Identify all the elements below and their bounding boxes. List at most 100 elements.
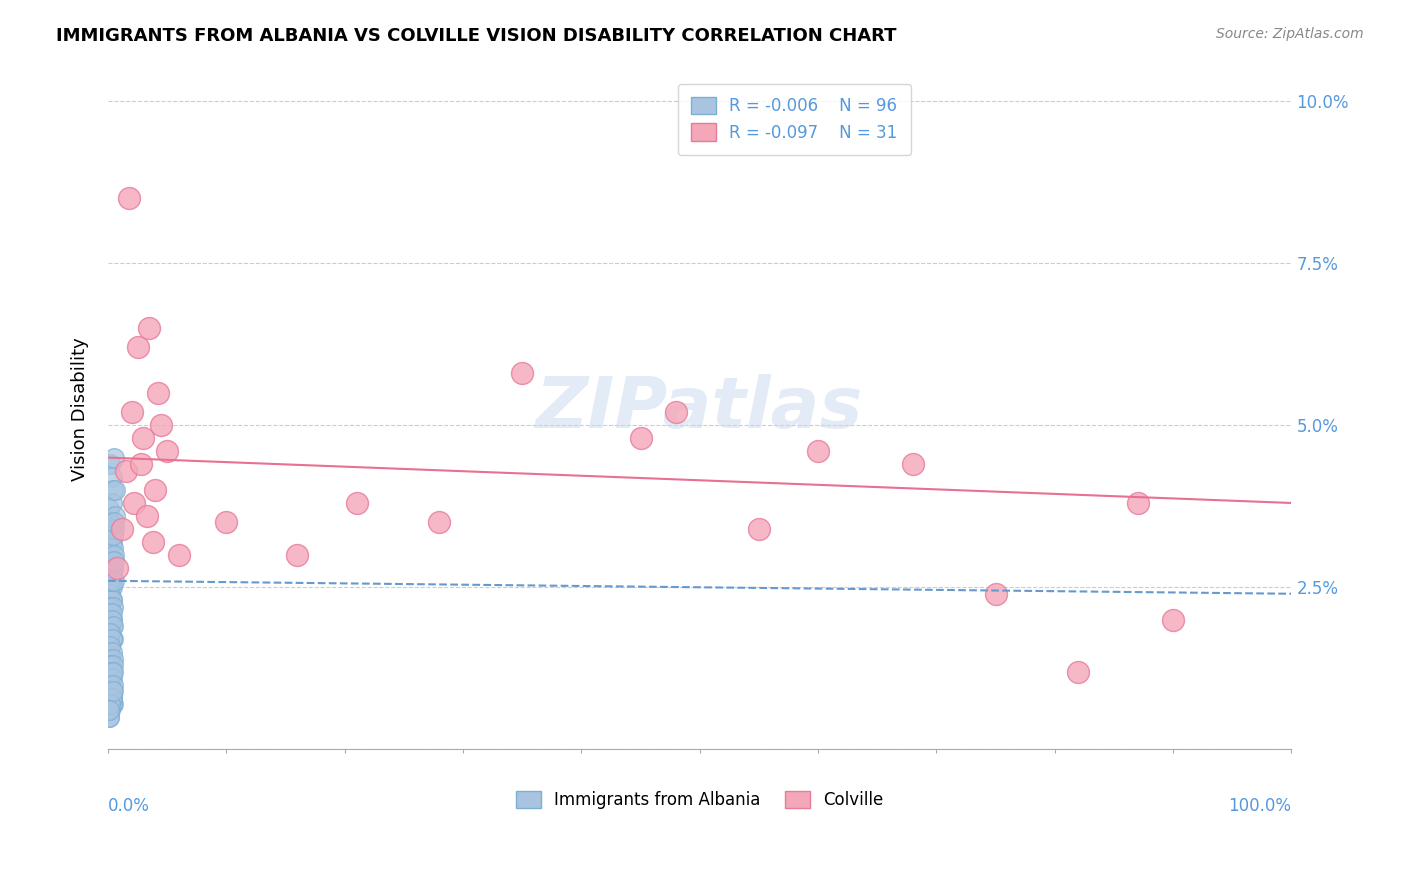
Point (98, 684, 121, 698)
Point (100, 593, 122, 607)
Point (100, 606, 122, 620)
Point (104, 483, 127, 497)
Point (98, 639, 121, 653)
Point (98, 567, 121, 582)
Point (100, 690, 122, 705)
Point (100, 690, 122, 705)
Point (98, 658, 121, 673)
Point (98, 710, 121, 724)
Point (98, 690, 121, 705)
Point (104, 508, 127, 523)
Point (98, 671, 121, 685)
Point (100, 645, 122, 659)
Point (427, 516, 450, 530)
Point (98, 704, 121, 718)
Point (100, 613, 122, 627)
Point (167, 548, 190, 562)
Point (98, 697, 121, 711)
Point (114, 464, 136, 478)
Point (103, 554, 125, 568)
Point (98, 645, 121, 659)
Point (100, 619, 122, 633)
Point (122, 496, 145, 510)
Point (98, 457, 121, 471)
Point (100, 580, 122, 594)
Point (146, 385, 169, 400)
Point (101, 483, 124, 497)
Point (98, 665, 121, 679)
Point (101, 658, 124, 673)
Text: Source: ZipAtlas.com: Source: ZipAtlas.com (1216, 27, 1364, 41)
Point (665, 405, 688, 419)
Point (103, 548, 125, 562)
Point (98, 677, 121, 691)
Point (98, 587, 121, 601)
Legend: Immigrants from Albania, Colville: Immigrants from Albania, Colville (502, 778, 897, 822)
Point (748, 522, 770, 536)
Point (98, 645, 121, 659)
Point (100, 665, 122, 679)
Point (98, 599, 121, 614)
Point (98, 639, 121, 653)
Point (98, 548, 121, 562)
Point (901, 457, 924, 471)
Point (98, 580, 121, 594)
Point (142, 534, 165, 549)
Point (101, 599, 124, 614)
Point (100, 684, 122, 698)
Point (98, 516, 121, 530)
Point (100, 574, 122, 588)
Point (98, 697, 121, 711)
Point (98, 690, 121, 705)
Point (100, 697, 122, 711)
Point (98, 599, 121, 614)
Point (101, 619, 124, 633)
Point (98, 625, 121, 640)
Point (98, 574, 121, 588)
Point (100, 567, 122, 582)
Point (98, 671, 121, 685)
Point (136, 508, 159, 523)
Point (98, 613, 121, 627)
Point (100, 534, 122, 549)
Point (118, 191, 141, 205)
Point (103, 574, 125, 588)
Point (215, 516, 238, 530)
Point (103, 516, 125, 530)
Point (98, 704, 121, 718)
Point (1161, 613, 1184, 627)
Point (98, 632, 121, 647)
Point (100, 496, 122, 510)
Point (1067, 665, 1090, 679)
Point (103, 522, 125, 536)
Point (101, 684, 124, 698)
Point (98, 528, 121, 542)
Point (98, 684, 121, 698)
Point (100, 632, 122, 647)
Point (98, 677, 121, 691)
Point (111, 522, 134, 536)
Point (138, 321, 160, 335)
Point (100, 470, 122, 484)
Point (143, 483, 166, 497)
Point (150, 418, 173, 433)
Text: 100.0%: 100.0% (1229, 797, 1292, 815)
Point (98, 639, 121, 653)
Point (98, 704, 121, 718)
Point (121, 405, 143, 419)
Point (98, 554, 121, 568)
Point (98, 561, 121, 575)
Point (98, 677, 121, 691)
Point (98, 704, 121, 718)
Point (98, 697, 121, 711)
Point (100, 593, 122, 607)
Point (984, 587, 1007, 601)
Point (132, 431, 155, 445)
Point (156, 444, 179, 458)
Point (98, 690, 121, 705)
Point (101, 541, 124, 556)
Point (100, 684, 122, 698)
Point (98, 658, 121, 673)
Point (101, 632, 124, 647)
Point (100, 613, 122, 627)
